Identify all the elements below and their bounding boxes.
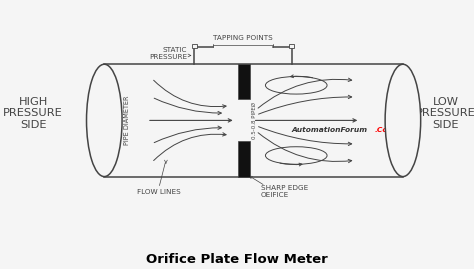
Bar	[289, 44, 294, 48]
Text: LOW
PRESSURE
SIDE: LOW PRESSURE SIDE	[416, 97, 474, 130]
Text: STATIC
PRESSURE: STATIC PRESSURE	[149, 47, 187, 60]
Text: 0.5-0.8 PIPEØ: 0.5-0.8 PIPEØ	[252, 102, 257, 139]
Text: SHARP EDGE
OEIFICE: SHARP EDGE OEIFICE	[261, 185, 308, 198]
Text: TAPPING POINTS: TAPPING POINTS	[213, 35, 273, 41]
Ellipse shape	[86, 64, 122, 176]
Bar	[192, 44, 197, 48]
Text: PIPE DIAMETER: PIPE DIAMETER	[124, 96, 130, 145]
Bar	[238, 141, 250, 176]
Bar	[238, 64, 250, 99]
Text: FLOW LINES: FLOW LINES	[137, 189, 181, 195]
Text: AutomationForum: AutomationForum	[292, 127, 368, 133]
Text: .Co: .Co	[374, 127, 388, 133]
Ellipse shape	[385, 64, 420, 176]
Text: Orifice Plate Flow Meter: Orifice Plate Flow Meter	[146, 253, 328, 266]
Text: HIGH
PRESSURE
SIDE: HIGH PRESSURE SIDE	[3, 97, 63, 130]
